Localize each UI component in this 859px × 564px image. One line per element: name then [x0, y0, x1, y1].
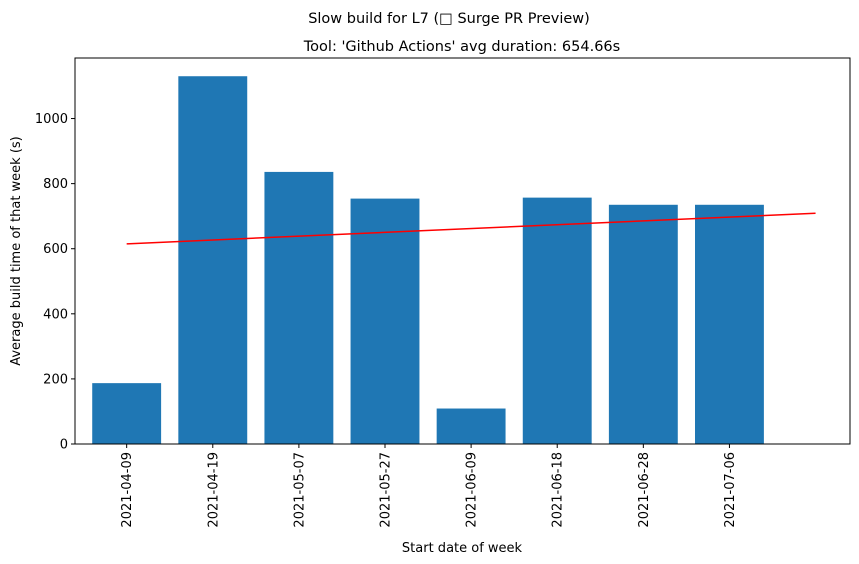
chart-suptitle: Slow build for L7 (□ Surge PR Preview) — [308, 11, 590, 27]
bar-2021-04-09 — [92, 383, 162, 444]
bar-2021-07-06 — [695, 204, 764, 444]
bar-2021-06-09 — [436, 408, 506, 444]
y-tick-label: 200 — [43, 372, 68, 387]
bar-2021-06-18 — [522, 197, 592, 444]
bar-2021-05-07 — [264, 171, 334, 445]
x-axis: 2021-04-09 2021-04-19 2021-05-07 2021-05-27… — [120, 444, 738, 528]
y-tick-label: 800 — [43, 177, 68, 192]
plot-frame — [74, 57, 851, 445]
x-tick-label: 2021-04-09 — [120, 452, 135, 528]
x-tick-label: 2021-06-28 — [637, 452, 652, 528]
trend — [126, 212, 816, 245]
x-tick-label: 2021-04-19 — [206, 452, 221, 528]
x-tick-label: 2021-07-06 — [723, 452, 738, 528]
x-tick-label: 2021-06-18 — [551, 452, 566, 528]
chart-title: Tool: 'Github Actions' avg duration: 654… — [303, 39, 620, 55]
y-axis-label: Average build time of that week (s) — [9, 136, 24, 366]
bars — [92, 76, 764, 445]
y-tick-label: 0 — [60, 438, 68, 453]
y-tick-label: 600 — [43, 242, 68, 257]
bar-2021-06-28 — [608, 204, 678, 444]
trend-line — [126, 212, 816, 245]
y-axis: 0 200 400 600 800 1000 — [35, 112, 75, 453]
x-tick-label: 2021-05-27 — [379, 452, 394, 528]
bar-2021-04-19 — [178, 76, 248, 445]
x-tick-label: 2021-06-09 — [465, 452, 480, 528]
y-tick-label: 1000 — [35, 112, 68, 127]
x-axis-label: Start date of week — [402, 541, 523, 556]
x-tick-label: 2021-05-07 — [292, 452, 307, 528]
bar-2021-05-27 — [350, 198, 420, 444]
y-tick-label: 400 — [43, 307, 68, 322]
